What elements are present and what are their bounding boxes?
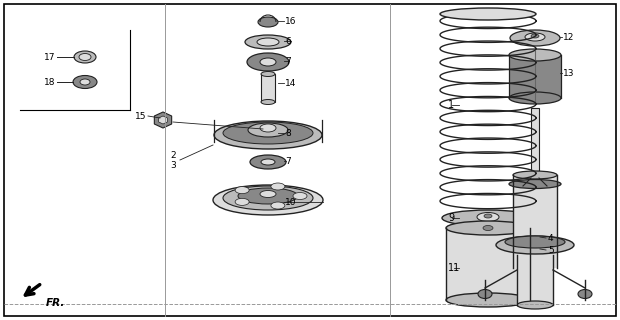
Bar	[261, 74, 275, 102]
Ellipse shape	[442, 210, 534, 226]
Ellipse shape	[257, 38, 279, 46]
Ellipse shape	[260, 190, 276, 197]
Ellipse shape	[214, 121, 322, 149]
Text: 17: 17	[44, 52, 56, 61]
Ellipse shape	[483, 226, 493, 230]
Ellipse shape	[509, 92, 561, 104]
Text: FR.: FR.	[46, 298, 65, 308]
Ellipse shape	[509, 49, 561, 61]
Text: 4: 4	[548, 234, 554, 243]
Ellipse shape	[440, 8, 536, 20]
Ellipse shape	[235, 198, 249, 205]
Ellipse shape	[531, 34, 539, 38]
Ellipse shape	[446, 293, 530, 307]
Text: 7: 7	[285, 156, 291, 165]
Ellipse shape	[513, 171, 557, 179]
Text: 2: 2	[170, 150, 175, 159]
Ellipse shape	[271, 183, 285, 190]
Ellipse shape	[271, 202, 285, 209]
Ellipse shape	[510, 30, 560, 46]
Text: 1: 1	[448, 100, 454, 110]
Ellipse shape	[293, 193, 307, 199]
Text: 6: 6	[285, 36, 291, 45]
Ellipse shape	[496, 236, 574, 254]
Text: 15: 15	[135, 111, 146, 121]
Ellipse shape	[509, 180, 561, 188]
Text: 12: 12	[563, 33, 574, 42]
Ellipse shape	[260, 124, 276, 132]
Text: 18: 18	[44, 77, 56, 86]
Ellipse shape	[223, 122, 313, 144]
Text: 10: 10	[285, 197, 296, 206]
Polygon shape	[159, 116, 167, 124]
Ellipse shape	[238, 188, 298, 204]
Bar	[513, 175, 557, 268]
Ellipse shape	[213, 185, 323, 215]
Ellipse shape	[223, 186, 313, 210]
Ellipse shape	[446, 221, 530, 235]
Ellipse shape	[235, 187, 249, 194]
Ellipse shape	[250, 155, 286, 169]
Ellipse shape	[261, 100, 275, 105]
Text: 9: 9	[448, 213, 454, 223]
Bar	[517, 255, 553, 305]
Text: 8: 8	[285, 129, 291, 138]
Ellipse shape	[261, 71, 275, 76]
Text: 3: 3	[170, 161, 175, 170]
Text: 5: 5	[548, 245, 554, 254]
Ellipse shape	[525, 33, 545, 41]
Ellipse shape	[477, 212, 499, 221]
Text: 14: 14	[285, 78, 296, 87]
Text: 7: 7	[285, 57, 291, 66]
Text: 13: 13	[563, 68, 575, 77]
Ellipse shape	[478, 290, 492, 299]
Ellipse shape	[505, 236, 565, 248]
Ellipse shape	[74, 51, 96, 63]
Ellipse shape	[73, 76, 97, 89]
Ellipse shape	[80, 79, 90, 85]
Ellipse shape	[248, 123, 288, 137]
Ellipse shape	[79, 53, 91, 60]
Ellipse shape	[258, 17, 278, 27]
Polygon shape	[154, 112, 172, 128]
Bar	[509, 55, 561, 98]
Ellipse shape	[578, 290, 592, 299]
Ellipse shape	[261, 159, 275, 165]
Ellipse shape	[245, 35, 291, 49]
Text: 11: 11	[448, 263, 460, 273]
Ellipse shape	[247, 53, 289, 71]
Ellipse shape	[517, 301, 553, 309]
Text: 16: 16	[285, 17, 296, 26]
Ellipse shape	[484, 214, 492, 218]
Bar	[531, 108, 539, 178]
Bar	[446, 228, 530, 300]
Ellipse shape	[260, 58, 276, 66]
